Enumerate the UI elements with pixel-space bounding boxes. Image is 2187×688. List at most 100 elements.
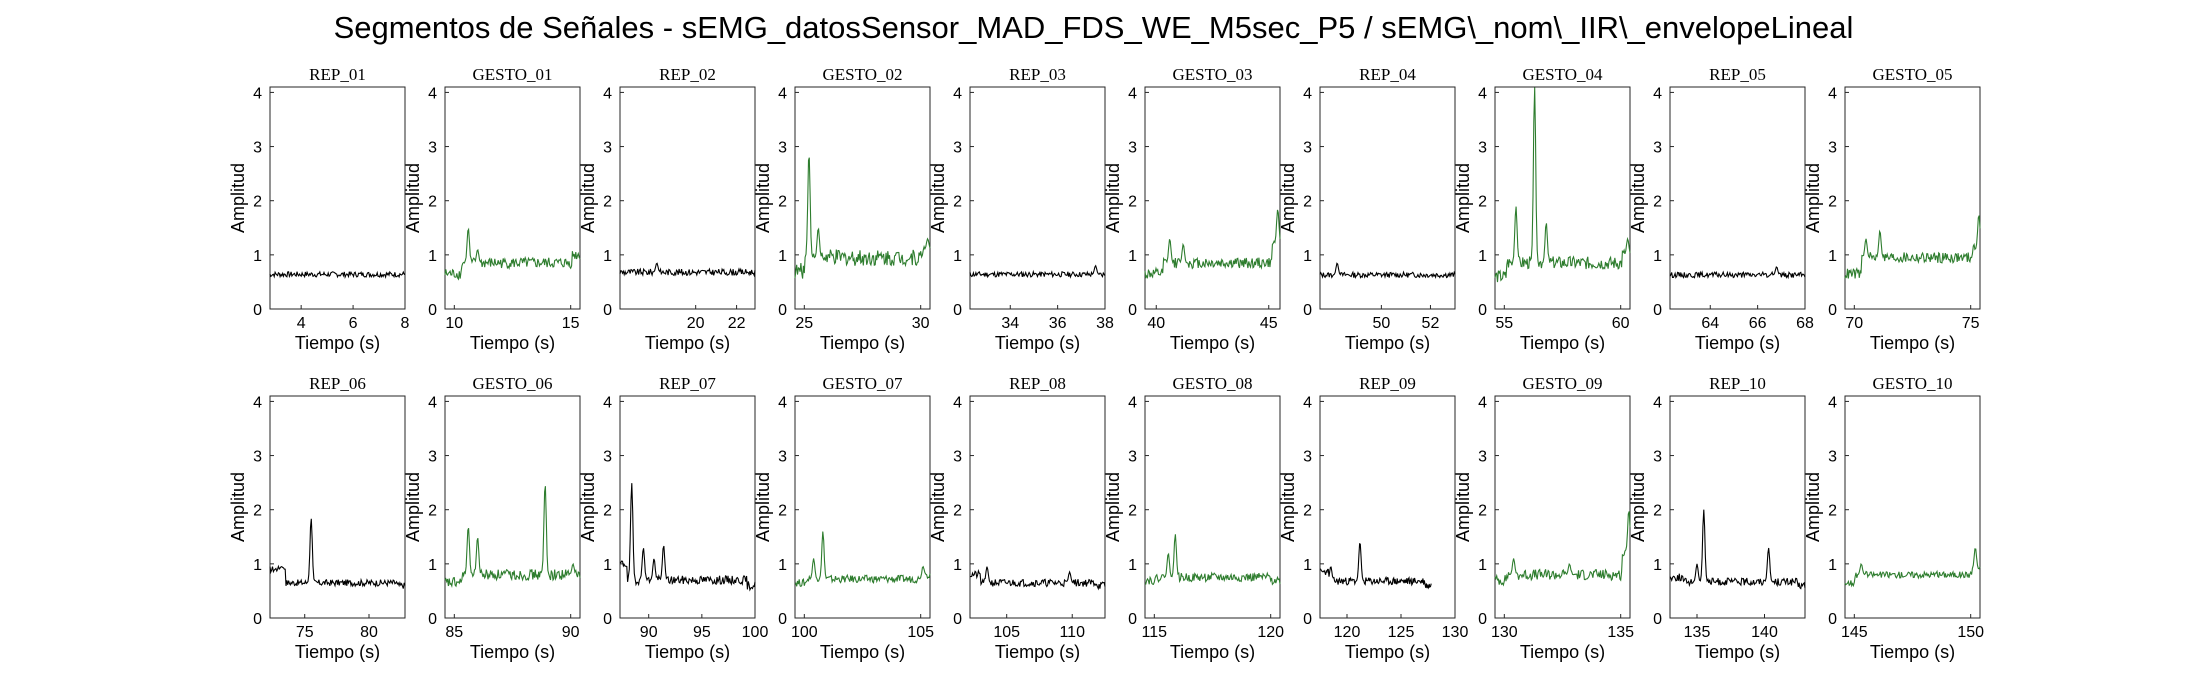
y-tick-label: 0	[603, 302, 612, 319]
y-tick-label: 4	[428, 394, 437, 411]
x-tick-label: 36	[1049, 315, 1067, 332]
x-axis-label: Tiempo (s)	[645, 333, 730, 353]
x-tick-label: 120	[1257, 624, 1284, 641]
x-tick-label: 20	[687, 315, 705, 332]
signal-line-gesto-04	[1494, 87, 1631, 283]
y-tick-label: 4	[778, 394, 787, 411]
signal-line-rep-02	[619, 262, 756, 278]
y-tick-label: 3	[1653, 449, 1662, 466]
y-tick-label: 4	[428, 85, 437, 102]
y-tick-label: 1	[953, 248, 962, 265]
axes-box	[619, 395, 756, 619]
panel-title: REP_05	[1709, 65, 1766, 84]
y-axis-label: Amplitud	[1278, 163, 1298, 233]
x-tick-label: 75	[296, 624, 314, 641]
x-axis-label: Tiempo (s)	[1520, 333, 1605, 353]
y-tick-label: 2	[253, 503, 262, 520]
signal-line-rep-05	[1669, 266, 1806, 280]
y-tick-label: 0	[428, 302, 437, 319]
y-tick-label: 2	[1128, 503, 1137, 520]
y-tick-label: 0	[428, 611, 437, 628]
x-tick-label: 55	[1495, 315, 1513, 332]
y-axis-label: Amplitud	[753, 163, 773, 233]
y-tick-label: 0	[1828, 302, 1837, 319]
y-tick-label: 1	[778, 557, 787, 574]
x-tick-label: 4	[297, 315, 306, 332]
panel-title: GESTO_08	[1173, 374, 1253, 393]
x-tick-label: 60	[1612, 315, 1630, 332]
y-tick-label: 2	[1478, 503, 1487, 520]
x-axis-label: Tiempo (s)	[470, 642, 555, 662]
x-axis-label: Tiempo (s)	[820, 333, 905, 353]
x-axis-label: Tiempo (s)	[295, 333, 380, 353]
y-tick-label: 3	[603, 140, 612, 157]
y-tick-label: 1	[1478, 248, 1487, 265]
y-tick-label: 1	[1653, 248, 1662, 265]
x-tick-label: 95	[693, 624, 711, 641]
panel-title: REP_01	[309, 65, 366, 84]
y-tick-label: 3	[1478, 140, 1487, 157]
x-tick-label: 115	[1142, 624, 1168, 641]
x-tick-label: 90	[640, 624, 658, 641]
y-axis-label: Amplitud	[1628, 163, 1648, 233]
y-axis-label: Amplitud	[1453, 163, 1473, 233]
x-tick-label: 8	[401, 315, 410, 332]
panel-title: GESTO_04	[1523, 65, 1603, 84]
y-axis-label: Amplitud	[1803, 472, 1823, 542]
y-axis-label: Amplitud	[403, 163, 423, 233]
y-tick-label: 4	[1828, 85, 1837, 102]
y-tick-label: 0	[1128, 302, 1137, 319]
subplot-rep-07: REP_07 0 1 2 3 4 90 95 100 Tiempo (s) Amplitud	[578, 374, 768, 662]
axes-box	[619, 86, 756, 310]
axes-box	[1494, 86, 1631, 310]
x-tick-label: 100	[742, 624, 769, 641]
y-tick-label: 3	[253, 140, 262, 157]
x-tick-label: 135	[1684, 624, 1711, 641]
y-tick-label: 2	[778, 503, 787, 520]
y-tick-label: 0	[778, 302, 787, 319]
axes-box	[1319, 86, 1456, 310]
y-axis-label: Amplitud	[1453, 472, 1473, 542]
y-tick-label: 4	[1303, 394, 1312, 411]
panel-title: GESTO_01	[473, 65, 553, 84]
y-tick-label: 1	[603, 557, 612, 574]
signal-line-rep-08	[969, 566, 1106, 591]
y-tick-label: 1	[1828, 557, 1837, 574]
axes-box	[444, 395, 581, 619]
panel-title: REP_10	[1709, 374, 1766, 393]
x-axis-label: Tiempo (s)	[1345, 642, 1430, 662]
signal-line-gesto-08	[1144, 534, 1281, 586]
x-tick-label: 38	[1096, 315, 1114, 332]
x-tick-label: 140	[1751, 624, 1778, 641]
subplot-gesto-02: GESTO_02 0 1 2 3 4 25 30 Tiempo (s) Amplitud	[753, 65, 931, 353]
y-tick-label: 2	[953, 194, 962, 211]
y-tick-label: 0	[778, 611, 787, 628]
x-tick-label: 25	[795, 315, 813, 332]
axes-box	[794, 86, 931, 310]
x-tick-label: 120	[1334, 624, 1361, 641]
x-axis-label: Tiempo (s)	[1870, 642, 1955, 662]
x-axis-label: Tiempo (s)	[1170, 333, 1255, 353]
y-tick-label: 3	[1303, 140, 1312, 157]
signal-line-gesto-02	[794, 157, 931, 279]
x-tick-label: 130	[1491, 624, 1518, 641]
y-tick-label: 3	[778, 140, 787, 157]
y-tick-label: 2	[1478, 194, 1487, 211]
y-tick-label: 0	[1303, 302, 1312, 319]
y-tick-label: 4	[1128, 85, 1137, 102]
signal-line-rep-07	[619, 483, 756, 592]
y-axis-label: Amplitud	[1278, 472, 1298, 542]
y-axis-label: Amplitud	[228, 472, 248, 542]
y-tick-label: 3	[953, 449, 962, 466]
y-tick-label: 1	[253, 248, 262, 265]
x-axis-label: Tiempo (s)	[1345, 333, 1430, 353]
panel-title: GESTO_09	[1523, 374, 1603, 393]
axes-box	[1319, 395, 1456, 619]
subplot-gesto-03: GESTO_03 0 1 2 3 4 40 45 Tiempo (s) Amplitud	[1103, 65, 1281, 353]
panel-title: GESTO_05	[1873, 65, 1953, 84]
